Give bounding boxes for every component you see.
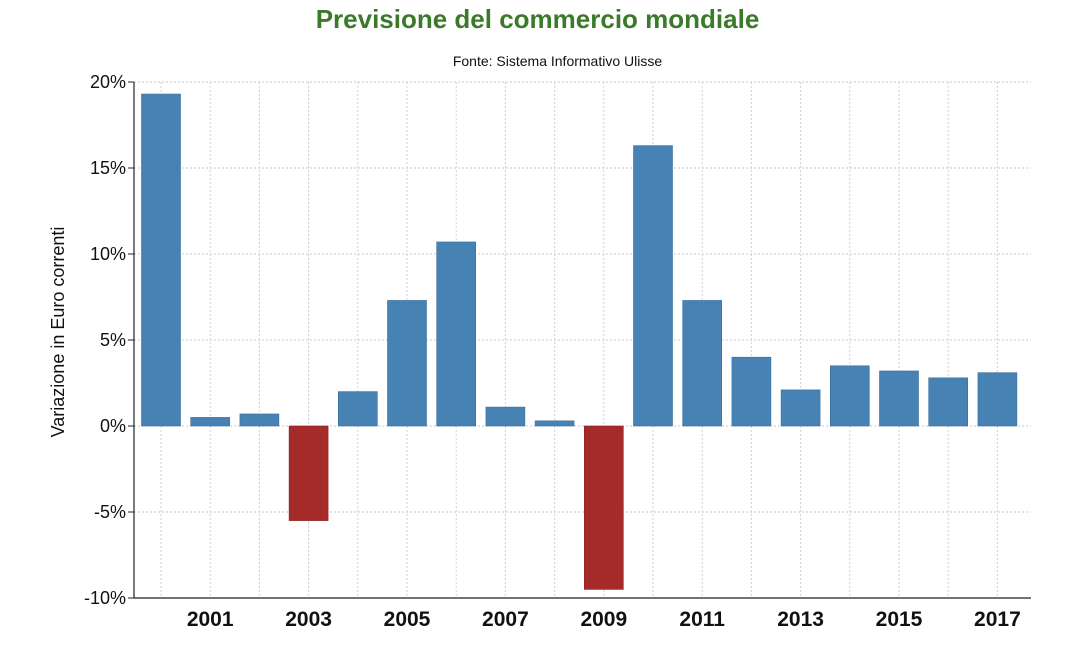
x-tick-label-2007: 2007 [482, 608, 529, 631]
x-tick-label-2015: 2015 [876, 608, 923, 631]
x-tick-label-2005: 2005 [384, 608, 431, 631]
bar-2013 [780, 389, 821, 427]
bar-2011 [682, 300, 723, 427]
bar-2006 [436, 241, 477, 427]
y-tick-label: 20% [90, 72, 126, 92]
y-tick-label: 5% [100, 330, 126, 350]
bar-2016 [928, 377, 969, 427]
axes [128, 81, 1031, 599]
bar-2003 [288, 425, 329, 521]
x-tick-label-2017: 2017 [974, 608, 1021, 631]
bar-2015 [879, 370, 919, 427]
y-axis-label: Variazione in Euro correnti [48, 227, 68, 438]
bar-2008 [534, 420, 575, 427]
chart-title: Previsione del commercio mondiale [315, 4, 760, 34]
chart-subtitle: Fonte: Sistema Informativo Ulisse [452, 53, 663, 69]
y-tick-label: 0% [100, 416, 126, 436]
y-tick-label: 15% [90, 158, 126, 178]
y-tick-label: 10% [90, 244, 126, 264]
bar-2007 [485, 406, 526, 427]
bars-group [141, 93, 1018, 590]
x-tick-label-2013: 2013 [777, 608, 824, 631]
bar-2004 [337, 391, 378, 427]
bar-2009 [583, 425, 624, 590]
grid-lines [134, 81, 1031, 599]
bar-2000 [141, 93, 181, 427]
bar-2005 [387, 300, 427, 427]
bar-2002 [239, 413, 280, 427]
x-tick-label-2009: 2009 [580, 608, 627, 631]
x-tick-label-2001: 2001 [187, 608, 234, 631]
bar-2012 [731, 356, 772, 427]
bar-2017 [977, 372, 1018, 427]
bar-2014 [829, 365, 870, 427]
x-tick-label-2011: 2011 [679, 608, 725, 631]
bar-2001 [190, 417, 230, 427]
bar-2010 [633, 145, 673, 427]
y-tick-label: -10% [84, 588, 126, 608]
y-tick-label: -5% [94, 502, 126, 522]
x-axis-ticks: 2001 2003 2005 2007 2009 2011 2013 2015 2017 [187, 608, 1021, 631]
y-axis-ticks: 20% 15% 10% 5% 0% -5% -10% [84, 72, 126, 608]
x-tick-label-2003: 2003 [285, 608, 332, 631]
